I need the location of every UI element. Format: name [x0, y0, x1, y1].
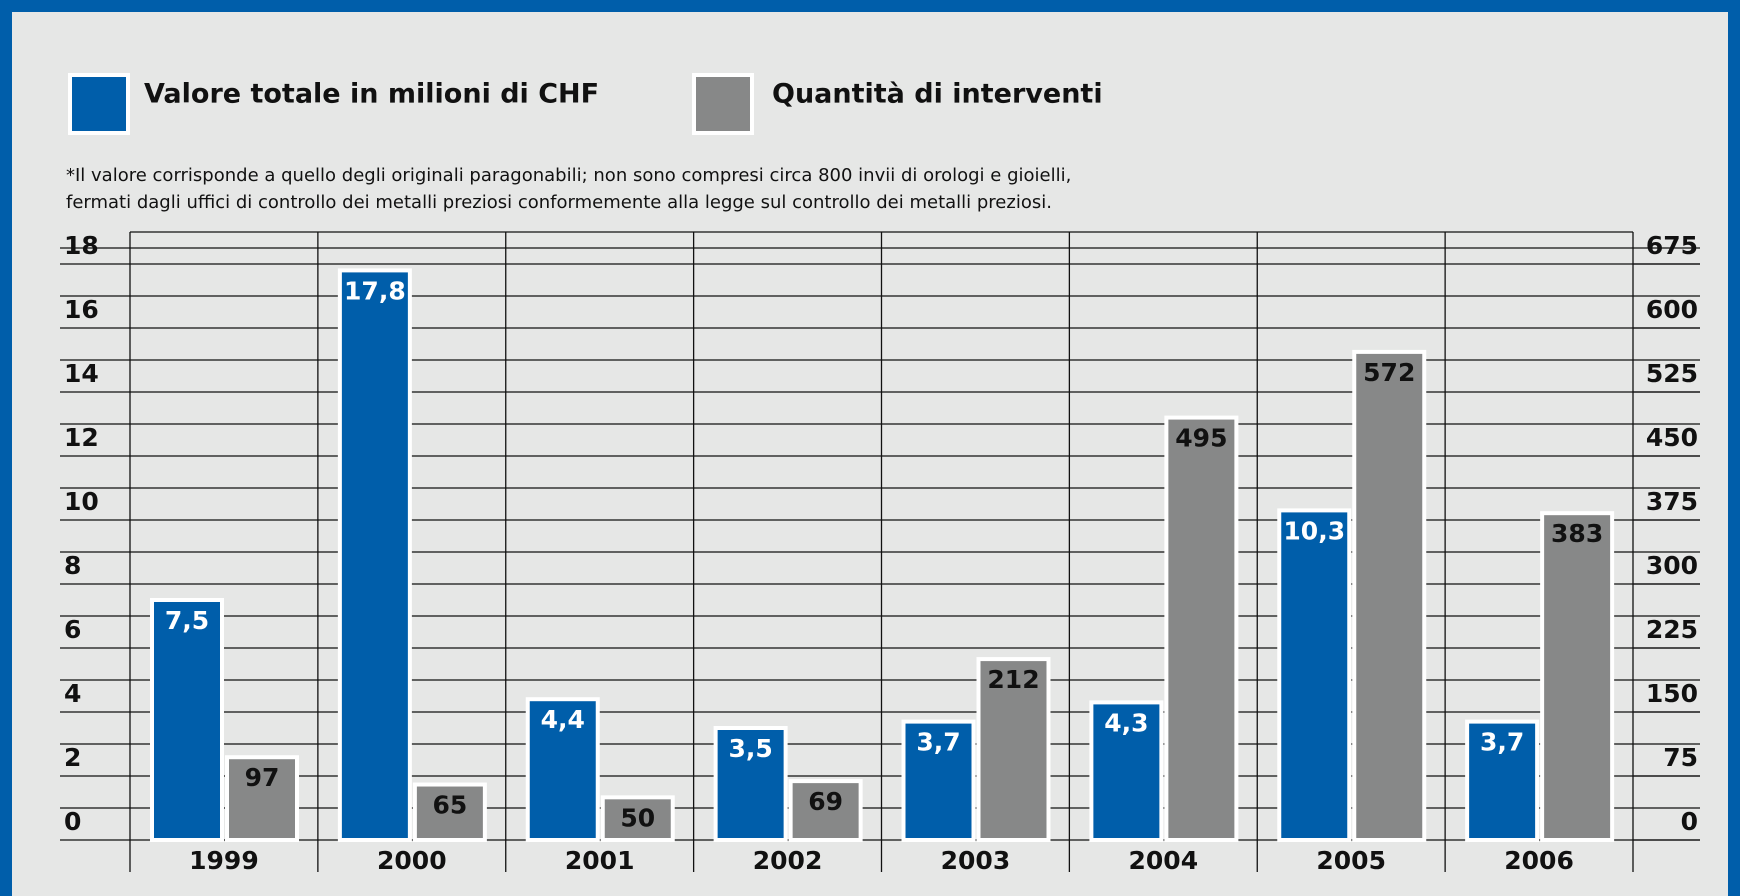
value-label: 3,7	[916, 728, 960, 757]
value-label: 383	[1551, 519, 1603, 548]
value-label: 212	[987, 665, 1039, 694]
bar	[525, 697, 600, 843]
x-tick-label: 2005	[1316, 846, 1386, 875]
bar	[713, 726, 788, 842]
bar	[412, 782, 487, 842]
value-label: 17,8	[344, 276, 406, 305]
value-label: 3,7	[1480, 728, 1524, 757]
y2-tick-label: 150	[1646, 679, 1698, 708]
value-label: 69	[808, 787, 843, 816]
note: *Il valore corrisponde a quello degli or…	[66, 165, 1071, 186]
y2-tick-label: 450	[1646, 423, 1698, 452]
x-tick-label: 2006	[1504, 846, 1574, 875]
value-label: 50	[620, 803, 655, 832]
y-tick-label: 4	[64, 679, 81, 708]
value-label: 4,3	[1104, 708, 1148, 737]
y-tick-label: 2	[64, 743, 81, 772]
bar	[1089, 700, 1164, 843]
y2-tick-label: 675	[1646, 231, 1698, 260]
note: fermati dagli uffici di controllo dei me…	[66, 192, 1052, 213]
bar	[1164, 415, 1239, 842]
value-label: 4,4	[541, 705, 585, 734]
y2-tick-label: 525	[1646, 359, 1698, 388]
y-tick-label: 16	[64, 295, 99, 324]
y2-tick-label: 300	[1646, 551, 1698, 580]
y-tick-label: 14	[64, 359, 99, 388]
legend-swatch	[68, 73, 130, 135]
x-tick-label: 2004	[1129, 846, 1199, 875]
y2-tick-label: 75	[1663, 743, 1698, 772]
value-label: 572	[1363, 358, 1415, 387]
x-tick-label: 1999	[189, 846, 259, 875]
y2-tick-label: 225	[1646, 615, 1698, 644]
bar	[1277, 508, 1352, 842]
value-label: 97	[245, 763, 280, 792]
legend-label: Valore totale in milioni di CHF	[144, 79, 599, 110]
bar	[150, 598, 224, 842]
y2-tick-label: 0	[1681, 807, 1698, 836]
bar	[788, 779, 863, 842]
bar	[901, 719, 976, 842]
x-tick-label: 2003	[941, 846, 1011, 875]
value-label: 495	[1175, 424, 1227, 453]
y-tick-label: 18	[64, 231, 99, 260]
legend-swatch	[692, 73, 754, 135]
y-tick-label: 6	[64, 615, 81, 644]
value-label: 7,5	[165, 606, 209, 635]
x-tick-label: 2002	[753, 846, 823, 875]
y-tick-label: 8	[64, 551, 81, 580]
y2-tick-label: 600	[1646, 295, 1698, 324]
bar	[1540, 511, 1615, 842]
value-label: 65	[432, 791, 467, 820]
x-tick-label: 2000	[377, 846, 447, 875]
legend-label: Quantità di interventi	[772, 79, 1103, 110]
y-tick-label: 0	[64, 807, 81, 836]
bar	[225, 755, 299, 843]
y-tick-label: 10	[64, 487, 99, 516]
bar	[1465, 719, 1540, 842]
y2-tick-label: 375	[1646, 487, 1698, 516]
value-label: 10,3	[1283, 516, 1345, 545]
bar	[600, 795, 675, 842]
y-tick-label: 12	[64, 423, 99, 452]
bar	[337, 268, 412, 842]
value-label: 3,5	[728, 734, 772, 763]
bar	[976, 657, 1051, 842]
x-tick-label: 2001	[565, 846, 635, 875]
bar	[1352, 349, 1427, 842]
